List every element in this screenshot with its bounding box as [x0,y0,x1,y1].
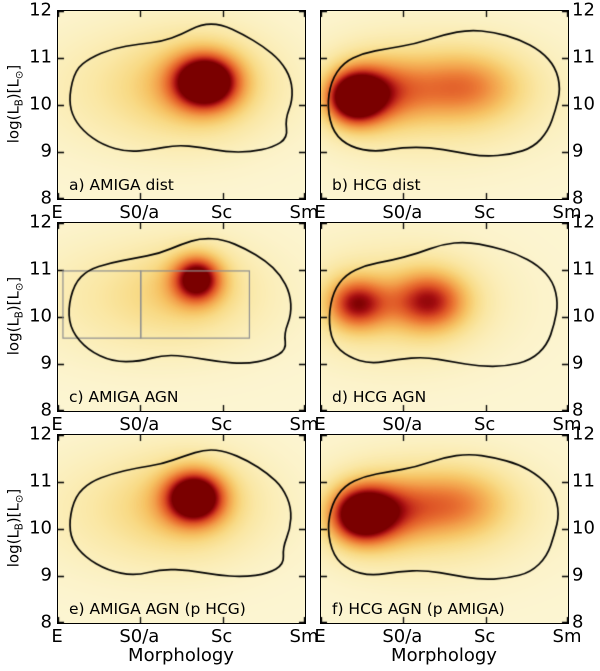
sun-symbol: ⊙ [14,282,26,292]
y-axis-label-sub-b: B [14,99,26,107]
y-axis-label-sub-b: B [14,523,26,531]
y-tick-label: 10 [29,93,52,115]
x-tick-label: Sm [289,626,319,647]
y-tick-label: 8 [40,611,52,633]
y-tick-label: 8 [572,399,584,421]
y-tick-label: 10 [29,305,52,327]
sun-symbol: ⊙ [14,494,26,504]
y-tick-label: 9 [40,140,52,162]
y-tick-label: 12 [572,0,595,21]
density-map-canvas [58,223,305,411]
y-tick-label: 8 [40,187,52,209]
y-axis-label: log(LB)[L⊙] [5,489,26,568]
panel-label: e) AMIGA AGN (p HCG) [69,600,246,618]
x-tick-label: Sm [552,414,582,435]
panel-f: f) HCG AGN (p AMIGA) [320,434,569,624]
x-tick-label: S0/a [382,414,423,435]
y-axis-label-text: )[L [4,79,23,100]
y-tick-label: 11 [29,258,52,280]
y-tick-label: 12 [29,211,52,233]
panel-label: b) HCG dist [332,176,421,194]
x-tick-label: S0/a [119,202,160,223]
density-map-canvas [321,11,568,199]
x-tick-label: Sc [474,414,496,435]
density-map-canvas [321,435,568,623]
y-tick-label: 12 [29,0,52,21]
y-axis-label: log(LB)[L⊙] [5,277,26,356]
y-axis-label-text: log(L [4,318,23,356]
y-tick-label: 9 [572,352,584,374]
y-axis-label: log(LB)[L⊙] [5,65,26,144]
panel-c: c) AMIGA AGN [57,222,306,412]
x-tick-label: S0/a [382,626,423,647]
x-tick-label: Sc [211,202,233,223]
y-axis-label-text: log(L [4,530,23,568]
y-tick-label: 9 [40,564,52,586]
x-tick-label: Sm [289,414,319,435]
x-tick-label: Sm [289,202,319,223]
panel-e: e) AMIGA AGN (p HCG) [57,434,306,624]
y-tick-label: 10 [572,305,595,327]
y-tick-label: 12 [572,211,595,233]
x-axis-label: Morphology [128,645,234,666]
y-axis-label-text: ] [4,64,23,71]
x-tick-label: Sm [552,626,582,647]
panel-label: c) AMIGA AGN [69,388,179,406]
y-tick-label: 9 [40,352,52,374]
y-tick-label: 11 [572,258,595,280]
x-tick-label: E [314,626,326,647]
x-tick-label: S0/a [119,626,160,647]
panel-d: d) HCG AGN [320,222,569,412]
x-tick-label: Sc [211,626,233,647]
y-tick-label: 11 [572,470,595,492]
density-map-canvas [321,223,568,411]
y-tick-label: 9 [572,140,584,162]
y-tick-label: 9 [572,564,584,586]
panel-label: f) HCG AGN (p AMIGA) [332,600,505,618]
x-tick-label: E [51,202,63,223]
x-tick-label: Sc [474,626,496,647]
x-tick-label: S0/a [382,202,423,223]
y-tick-label: 11 [29,46,52,68]
sun-symbol: ⊙ [14,70,26,80]
y-axis-label-text: )[L [4,291,23,312]
x-tick-label: S0/a [119,414,160,435]
y-axis-label-text: log(L [4,106,23,144]
x-tick-label: E [314,202,326,223]
x-tick-label: Sm [552,202,582,223]
y-axis-label-text: ] [4,488,23,495]
density-map-canvas [58,435,305,623]
y-axis-label-sub-b: B [14,311,26,319]
y-tick-label: 10 [572,517,595,539]
panel-a: a) AMIGA dist [57,10,306,200]
density-map-canvas [58,11,305,199]
panel-label: a) AMIGA dist [69,176,174,194]
y-tick-label: 8 [572,187,584,209]
y-tick-label: 10 [29,517,52,539]
y-tick-label: 11 [29,470,52,492]
x-axis-label: Morphology [391,645,497,666]
panel-label: d) HCG AGN [332,388,427,406]
x-tick-label: E [51,626,63,647]
y-tick-label: 12 [29,423,52,445]
y-tick-label: 11 [572,46,595,68]
x-tick-label: Sc [211,414,233,435]
y-tick-label: 8 [572,611,584,633]
x-tick-label: Sc [474,202,496,223]
y-tick-label: 10 [572,93,595,115]
panel-b: b) HCG dist [320,10,569,200]
y-tick-label: 12 [572,423,595,445]
y-axis-label-text: )[L [4,503,23,524]
y-axis-label-text: ] [4,276,23,283]
y-tick-label: 8 [40,399,52,421]
x-tick-label: E [51,414,63,435]
x-tick-label: E [314,414,326,435]
